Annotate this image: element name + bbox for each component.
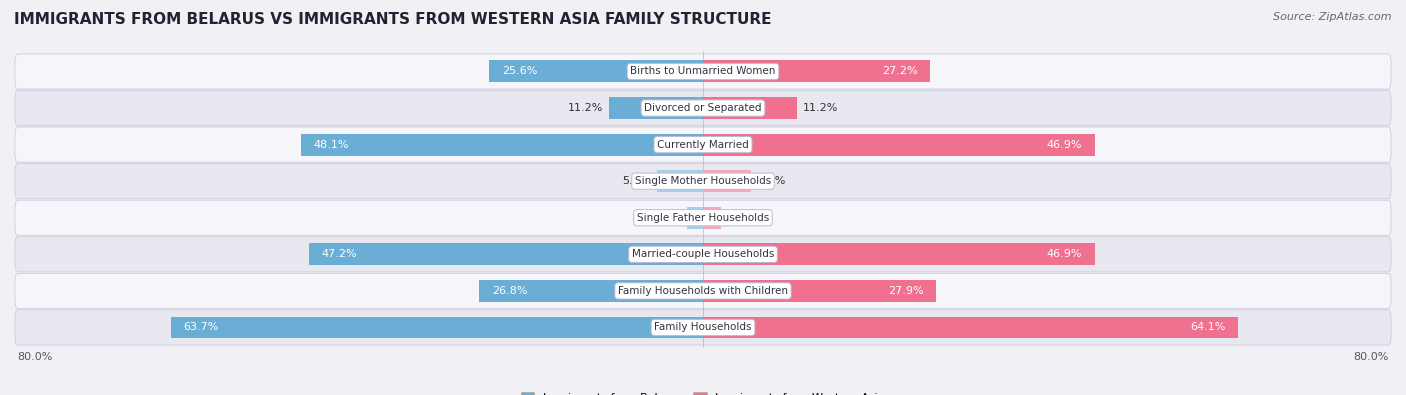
Text: 47.2%: 47.2% xyxy=(322,249,357,260)
FancyBboxPatch shape xyxy=(15,273,1391,308)
Text: Family Households with Children: Family Households with Children xyxy=(619,286,787,296)
Text: 5.5%: 5.5% xyxy=(621,176,651,186)
Text: Divorced or Separated: Divorced or Separated xyxy=(644,103,762,113)
Bar xyxy=(172,316,703,339)
Text: 63.7%: 63.7% xyxy=(184,322,219,333)
Text: 25.6%: 25.6% xyxy=(502,66,537,77)
Text: Single Mother Households: Single Mother Households xyxy=(636,176,770,186)
Text: Currently Married: Currently Married xyxy=(657,139,749,150)
Text: Married-couple Households: Married-couple Households xyxy=(631,249,775,260)
Bar xyxy=(703,170,751,192)
Bar xyxy=(703,280,936,302)
Text: 5.7%: 5.7% xyxy=(758,176,786,186)
Text: Single Father Households: Single Father Households xyxy=(637,213,769,223)
Text: 64.1%: 64.1% xyxy=(1191,322,1226,333)
Text: 46.9%: 46.9% xyxy=(1046,249,1083,260)
Text: 1.9%: 1.9% xyxy=(652,213,681,223)
Bar xyxy=(657,170,703,192)
FancyBboxPatch shape xyxy=(15,310,1391,345)
FancyBboxPatch shape xyxy=(15,127,1391,162)
Legend: Immigrants from Belarus, Immigrants from Western Asia: Immigrants from Belarus, Immigrants from… xyxy=(516,388,890,395)
Bar xyxy=(688,207,703,229)
Text: 26.8%: 26.8% xyxy=(492,286,527,296)
Bar xyxy=(703,316,1239,339)
FancyBboxPatch shape xyxy=(15,90,1391,126)
Bar xyxy=(489,60,703,83)
Bar xyxy=(479,280,703,302)
Text: IMMIGRANTS FROM BELARUS VS IMMIGRANTS FROM WESTERN ASIA FAMILY STRUCTURE: IMMIGRANTS FROM BELARUS VS IMMIGRANTS FR… xyxy=(14,12,772,27)
Text: Source: ZipAtlas.com: Source: ZipAtlas.com xyxy=(1274,12,1392,22)
Bar xyxy=(703,60,931,83)
Text: Family Households: Family Households xyxy=(654,322,752,333)
Bar xyxy=(703,97,797,119)
Bar xyxy=(703,134,1095,156)
Text: 27.9%: 27.9% xyxy=(887,286,924,296)
FancyBboxPatch shape xyxy=(15,164,1391,199)
Bar xyxy=(703,207,720,229)
Bar xyxy=(301,134,703,156)
Bar xyxy=(609,97,703,119)
FancyBboxPatch shape xyxy=(15,237,1391,272)
Text: 48.1%: 48.1% xyxy=(314,139,349,150)
Bar xyxy=(309,243,703,265)
Text: 2.1%: 2.1% xyxy=(727,213,755,223)
Text: 11.2%: 11.2% xyxy=(568,103,603,113)
Bar xyxy=(703,243,1095,265)
Text: 46.9%: 46.9% xyxy=(1046,139,1083,150)
Text: Births to Unmarried Women: Births to Unmarried Women xyxy=(630,66,776,77)
FancyBboxPatch shape xyxy=(15,54,1391,89)
Text: 27.2%: 27.2% xyxy=(882,66,918,77)
Text: 11.2%: 11.2% xyxy=(803,103,838,113)
FancyBboxPatch shape xyxy=(15,200,1391,235)
